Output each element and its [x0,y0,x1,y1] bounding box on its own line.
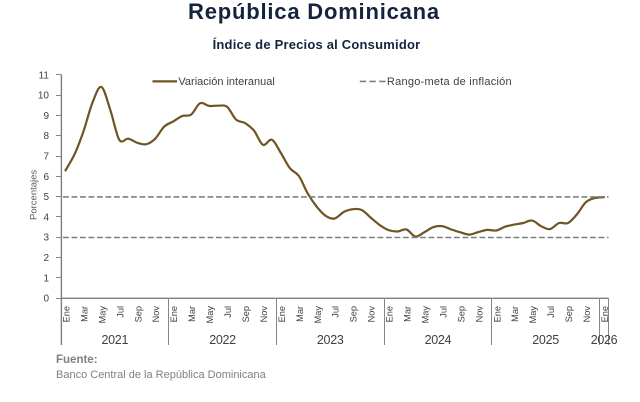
svg-text:Mar: Mar [510,306,520,322]
svg-text:Mar: Mar [295,306,305,322]
svg-text:Ene: Ene [277,306,287,322]
svg-text:11: 11 [39,70,50,81]
svg-text:Nov: Nov [259,306,269,323]
svg-text:3: 3 [43,233,49,244]
svg-text:Mar: Mar [79,306,89,322]
svg-text:Ene: Ene [385,306,395,322]
svg-text:10: 10 [38,91,50,102]
svg-text:Variación interanual: Variación interanual [178,76,274,88]
svg-text:Sep: Sep [564,306,574,322]
svg-text:6: 6 [43,172,49,183]
svg-text:Sep: Sep [456,306,466,322]
svg-text:2021: 2021 [101,333,128,347]
svg-text:2023: 2023 [317,333,344,347]
svg-text:May: May [97,306,107,324]
svg-text:Sep: Sep [349,306,359,322]
svg-text:2022: 2022 [209,333,236,347]
svg-text:Jul: Jul [438,306,448,318]
svg-text:Porcentajes: Porcentajes [29,170,40,220]
svg-text:Sep: Sep [133,306,143,322]
svg-text:Mar: Mar [187,306,197,322]
svg-text:8: 8 [43,131,49,142]
svg-text:May: May [528,306,538,324]
svg-text:5: 5 [43,192,49,203]
svg-text:2: 2 [43,253,49,264]
svg-text:Ene: Ene [492,306,502,322]
svg-text:Ene: Ene [62,306,72,322]
svg-text:1: 1 [43,273,49,284]
svg-text:7: 7 [43,152,49,163]
svg-text:Sep: Sep [241,306,251,322]
svg-text:4: 4 [43,212,49,223]
svg-text:Rango-meta de inflación: Rango-meta de inflación [387,76,512,88]
svg-text:Ene: Ene [600,306,610,322]
svg-text:Jul: Jul [546,306,556,318]
svg-text:0: 0 [43,294,49,305]
svg-text:Nov: Nov [151,306,161,323]
svg-text:Jul: Jul [223,306,233,318]
svg-text:Jul: Jul [115,306,125,318]
svg-text:May: May [313,306,323,324]
svg-text:9: 9 [43,111,49,122]
svg-text:2025: 2025 [532,333,559,347]
svg-text:2026: 2026 [591,333,618,347]
svg-text:May: May [421,306,431,324]
svg-text:Nov: Nov [582,306,592,323]
svg-text:May: May [205,306,215,324]
svg-text:Nov: Nov [367,306,377,323]
svg-text:Jul: Jul [331,306,341,318]
svg-text:2024: 2024 [425,333,452,347]
svg-text:Ene: Ene [169,306,179,322]
svg-text:Mar: Mar [403,306,413,322]
svg-text:Nov: Nov [474,306,484,323]
